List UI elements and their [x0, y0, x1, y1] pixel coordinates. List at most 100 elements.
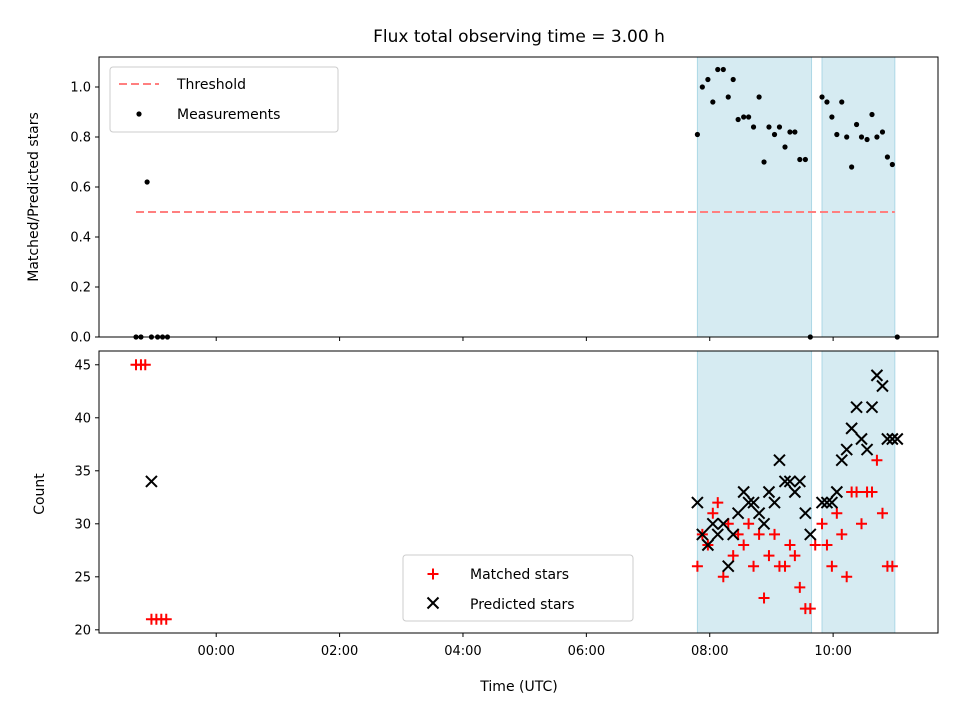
measurement-point — [853, 121, 860, 128]
matched-star-point — [717, 571, 729, 583]
measurement-point — [889, 161, 895, 168]
predicted-star-point — [752, 506, 766, 520]
predicted-star-point — [778, 475, 792, 488]
predicted-star-point — [145, 475, 158, 488]
predicted-star-point — [845, 422, 858, 435]
matched-star-point — [804, 603, 816, 615]
y-tick-label: 0.6 — [70, 181, 91, 196]
measurement-point — [844, 134, 850, 140]
measurement-point — [839, 99, 845, 105]
bottom-panel-frame — [98, 350, 939, 634]
predicted-star-point — [747, 496, 760, 509]
predicted-star-point — [860, 443, 874, 456]
predicted-star-point — [881, 432, 894, 446]
matched-star-point — [809, 539, 821, 551]
top-legend: Threshold Measurements — [109, 66, 339, 133]
y-tick-label: 1.0 — [70, 81, 91, 96]
predicted-star-point — [783, 475, 797, 488]
matched-star-point — [816, 518, 828, 530]
measurement-point — [750, 124, 757, 130]
matched-star-point — [743, 518, 755, 530]
measurement-point — [761, 159, 767, 165]
predicted-star-point — [788, 485, 802, 499]
x-tick-label: 10:00 — [814, 644, 851, 659]
matched-star-point — [836, 528, 848, 540]
legend-matched-swatch — [427, 568, 439, 580]
predicted-star-point — [870, 369, 884, 382]
measurement-point — [741, 114, 747, 120]
measurement-point — [766, 124, 772, 130]
matched-star-point — [851, 486, 863, 498]
bottom-plot-area — [131, 359, 904, 625]
matched-star-point — [727, 550, 739, 562]
matched-star-point — [707, 507, 719, 519]
legend-predicted-swatch — [426, 596, 440, 610]
matched-star-point — [789, 550, 801, 562]
top-panel: 0.0 0.2 0.4 0.6 0.8 1.0 Threshold Measurements — [70, 56, 939, 346]
y-tick-label: 20 — [74, 623, 91, 638]
x-tick-label: 08:00 — [691, 644, 728, 659]
y-tick-label: 25 — [74, 570, 91, 585]
measurement-point — [819, 94, 825, 100]
matched-star-point — [871, 454, 883, 466]
predicted-star-point — [850, 400, 863, 414]
measurement-point — [884, 154, 891, 160]
measurement-point — [715, 66, 721, 73]
bottom-y-axis-label: Count — [32, 473, 48, 515]
matched-star-point — [784, 539, 796, 551]
measurement-point — [699, 84, 705, 90]
matched-star-point — [139, 359, 151, 371]
predicted-star-point — [706, 517, 720, 531]
chart-title: Flux total observing time = 3.00 h — [373, 27, 665, 47]
predicted-star-point — [691, 496, 704, 509]
top-panel-frame — [98, 56, 939, 338]
legend-threshold-label: Threshold — [176, 77, 246, 93]
measurement-point — [834, 131, 840, 138]
x-tick-label: 06:00 — [568, 644, 605, 659]
matched-star-point — [831, 507, 843, 519]
y-tick-label: 0.8 — [70, 131, 91, 146]
measurement-point — [771, 131, 778, 138]
predicted-star-point — [815, 496, 829, 509]
legend-measurements-swatch — [136, 111, 142, 117]
x-tick-label: 02:00 — [321, 644, 358, 659]
x-tick-label: 04:00 — [444, 644, 481, 659]
y-tick-label: 0.4 — [70, 231, 91, 246]
predicted-star-point — [722, 560, 735, 573]
measurement-point — [829, 114, 835, 120]
measurement-point — [874, 134, 880, 140]
bottom-panel: 20 25 30 35 40 45 00:00 02:00 04:00 06:00 08:00 10:… — [74, 350, 939, 659]
matched-star-point — [763, 550, 775, 562]
matched-star-point — [826, 560, 838, 572]
measurement-point — [858, 134, 865, 140]
measurement-point — [879, 129, 886, 135]
y-tick-label: 45 — [74, 358, 91, 373]
measurement-point — [824, 99, 830, 105]
measurement-point — [705, 76, 711, 83]
predicted-star-point — [799, 506, 812, 520]
predicted-star-point — [711, 528, 724, 541]
predicted-star-point — [696, 528, 709, 541]
measurement-point — [725, 94, 731, 100]
predicted-star-point — [742, 496, 755, 509]
measurement-point — [694, 131, 701, 138]
y-tick-label: 35 — [74, 464, 91, 479]
legend-matched-label: Matched stars — [470, 567, 569, 583]
y-tick-label: 30 — [74, 517, 91, 532]
predicted-star-point — [793, 475, 807, 488]
matched-star-point — [779, 560, 791, 572]
shaded-interval-0 — [697, 57, 812, 337]
matched-star-point — [758, 592, 770, 604]
predicted-star-point — [804, 528, 817, 541]
predicted-star-point — [865, 400, 879, 414]
measurement-point — [797, 156, 803, 163]
shaded-interval-0 — [697, 351, 812, 633]
predicted-star-point — [773, 453, 786, 467]
predicted-star-point — [757, 517, 771, 531]
measurement-point — [710, 99, 716, 105]
legend-measurements-label: Measurements — [177, 107, 280, 123]
bottom-legend-box — [402, 554, 634, 622]
predicted-star-point — [820, 496, 834, 509]
measurement-point — [864, 136, 870, 143]
